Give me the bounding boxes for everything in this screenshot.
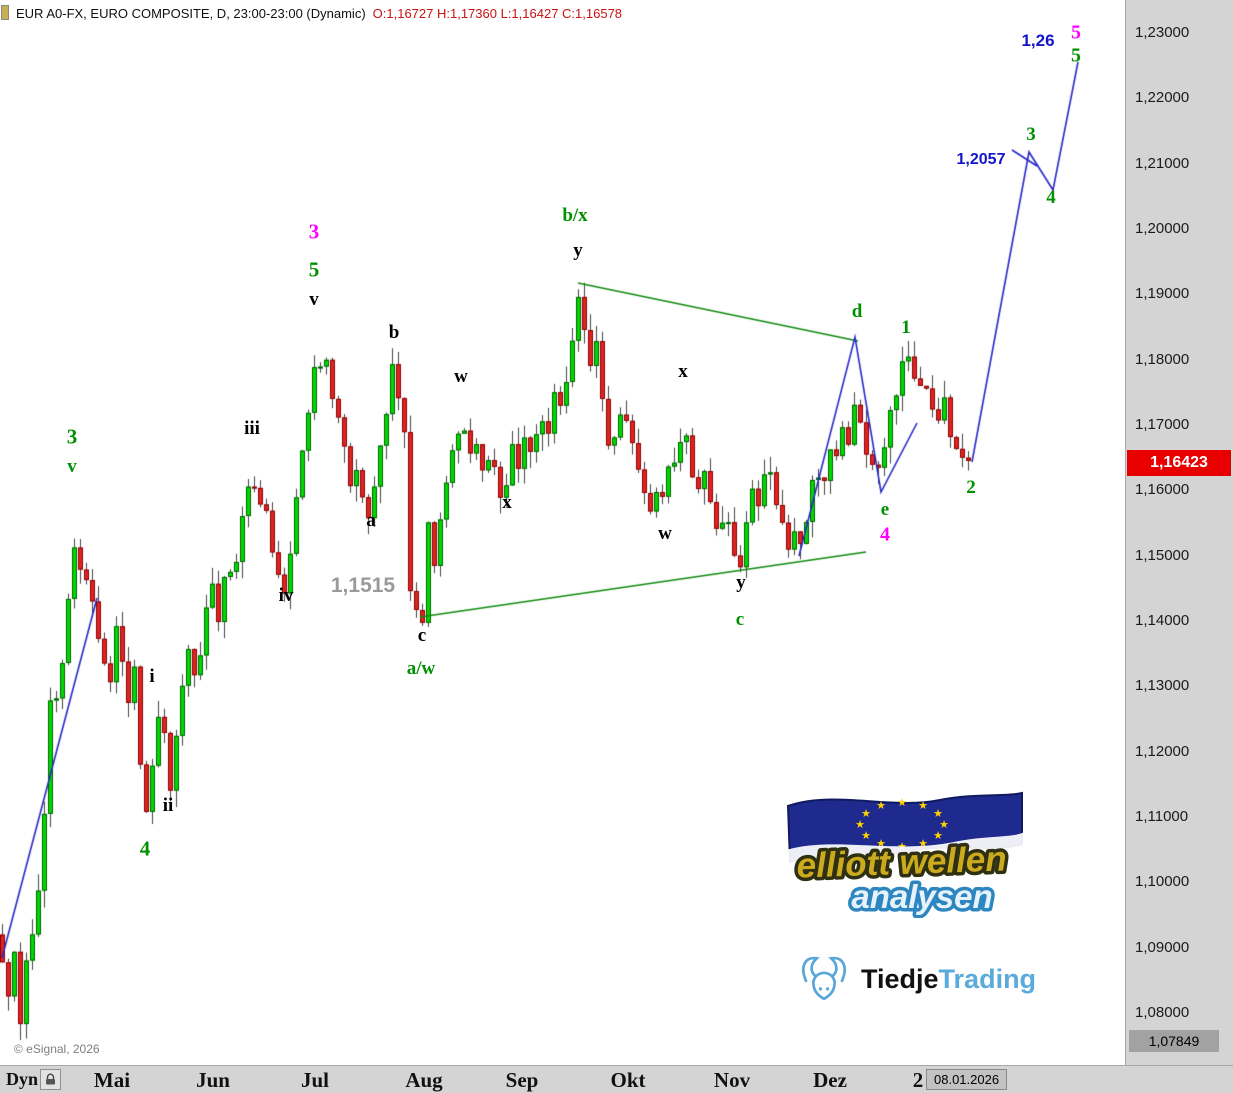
price-tick-label: 1,08000 (1135, 1004, 1190, 1021)
toolbar-partial-icon (1, 5, 9, 20)
lock-icon[interactable] (40, 1069, 61, 1090)
svg-text:★: ★ (918, 838, 928, 850)
svg-text:★: ★ (918, 800, 928, 812)
svg-text:★: ★ (876, 838, 886, 850)
svg-text:★: ★ (855, 819, 865, 831)
svg-text:★: ★ (933, 830, 943, 842)
month-label-aug: Aug (405, 1068, 443, 1092)
price-tick-label: 1,14000 (1135, 612, 1190, 629)
month-label-jul: Jul (300, 1068, 330, 1092)
price-tick-label: 1,11000 (1135, 808, 1189, 825)
svg-text:★: ★ (861, 808, 871, 820)
bull-icon (802, 956, 846, 1001)
elliott-logo-line2: analysen (851, 878, 992, 915)
dyn-scale-button[interactable]: Dyn (6, 1069, 39, 1089)
price-tick-label: 1,18000 (1135, 350, 1190, 368)
ohlc-values: O:1,16727 H:1,17360 L:1,16427 C:1,16578 (372, 6, 623, 21)
price-tick-label: 1,22000 (1135, 89, 1190, 107)
svg-text:★: ★ (939, 819, 949, 831)
price-tick-label: 1,10000 (1135, 873, 1190, 891)
price-tick-label: 1,20000 (1135, 220, 1190, 237)
price-axis[interactable]: 1,23000 1,22000 1,21000 1,20000 1,19000 1,180… (1125, 0, 1233, 1065)
year-label: 2 (912, 1068, 924, 1092)
copyright-note: © eSignal, 2026 (14, 1042, 100, 1056)
tiedje-logo-text-blue: Trading (938, 963, 1037, 994)
price-tick-label: 1,19000 (1135, 285, 1190, 303)
price-tick-label: 1,09000 (1135, 938, 1190, 956)
candlestick-chart-area[interactable] (0, 0, 1125, 1065)
price-tick-label: 1,13000 (1135, 677, 1190, 695)
time-axis[interactable]: Dyn Mai Jun Jul Aug Sep Okt Nov Dez 2 08.01.202… (0, 1065, 1233, 1093)
svg-text:★: ★ (897, 797, 907, 809)
symbol-title: EUR A0-FX, EURO COMPOSITE, D, 23:00-23:0… (16, 6, 366, 21)
chart-header: EUR A0-FX, EURO COMPOSITE, D, 23:00-23:0… (0, 0, 1124, 26)
flag-wave-highlight (786, 832, 1024, 864)
month-label-dez: Dez (813, 1068, 847, 1092)
price-tick-label: 1,23000 (1135, 24, 1190, 41)
month-label-nov: Nov (713, 1068, 751, 1092)
tiedje-logo-text-black: Tiedje (861, 963, 939, 994)
price-tick-label: 1,17000 (1135, 416, 1190, 433)
price-tick-label: 1,15000 (1135, 546, 1190, 564)
last-date-box: 08.01.2026 (926, 1069, 1008, 1090)
range-low-marker: 1,07849 (1129, 1030, 1219, 1052)
current-price-marker: 1,16423 (1127, 449, 1231, 476)
price-tick-label: 1,16000 (1135, 481, 1190, 499)
price-tick-label: 1,21000 (1135, 154, 1190, 172)
tiedje-trading-logo: TiedjeTrading (797, 952, 1036, 1006)
month-label-mai: Mai (93, 1068, 131, 1092)
svg-text:★: ★ (861, 830, 871, 842)
month-label-okt: Okt (610, 1068, 646, 1092)
month-label-jun: Jun (196, 1068, 230, 1092)
price-tick-label: 1,12000 (1135, 742, 1190, 760)
svg-text:★: ★ (876, 800, 886, 812)
month-label-sep: Sep (505, 1068, 539, 1092)
svg-text:★: ★ (933, 808, 943, 820)
elliott-wellen-logo: ★★★ ★★★ ★★★ ★★★ elliott wellen analysen (772, 786, 1037, 923)
